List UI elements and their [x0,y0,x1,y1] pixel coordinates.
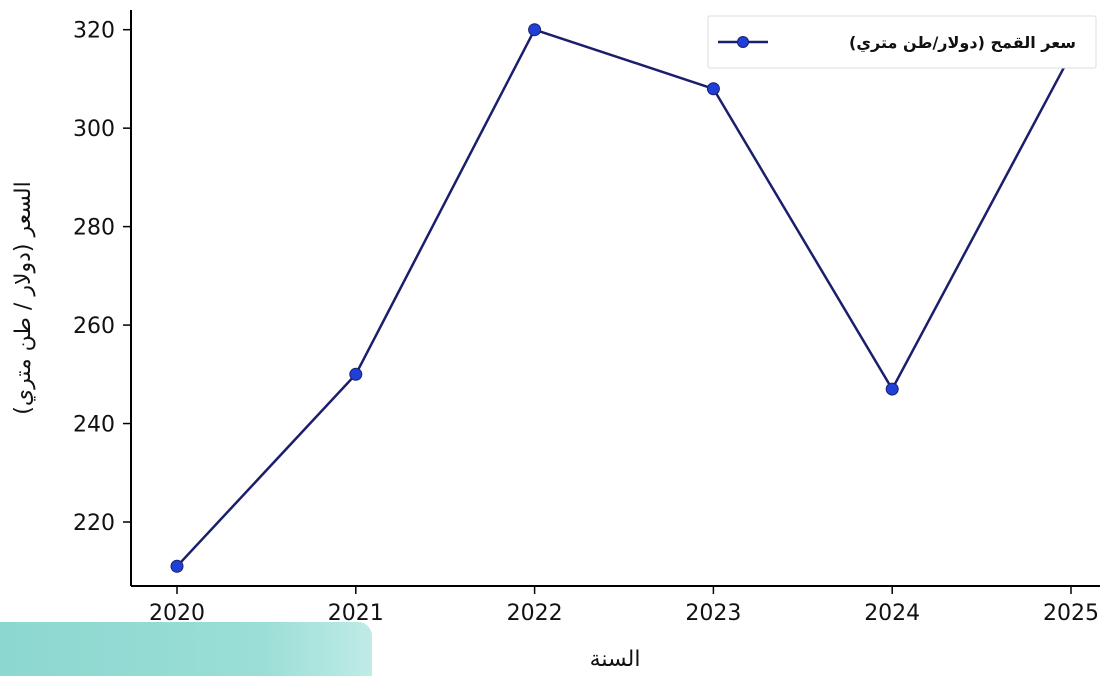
legend-label: سعر القمح (دولار/طن متري) [849,33,1076,53]
legend-marker-sample [737,36,749,48]
data-point [706,82,720,96]
y-tick-label: 240 [73,413,115,438]
series-layer [170,23,1078,573]
y-tick-label: 220 [73,511,115,536]
y-tick-label: 260 [73,314,115,339]
x-tick-label: 2022 [507,601,563,626]
x-ticks: 2020 2021 2022 2023 2024 2025 [149,586,1099,626]
x-axis-title: السنة [590,647,641,672]
y-tick-label: 280 [73,216,115,241]
y-axis-title: السعر (دولار / طن متري) [11,181,36,414]
y-tick-label: 320 [73,19,115,44]
axes [130,10,1100,587]
y-ticks: 220 240 260 280 300 320 [73,19,131,536]
legend-box [707,15,1097,69]
x-tick-label: 2025 [1043,601,1099,626]
data-point [528,23,542,37]
x-tick-label: 2020 [149,601,205,626]
series-line [176,28,1073,568]
legend: سعر القمح (دولار/طن متري) [707,15,1097,69]
x-tick-label: 2021 [328,601,384,626]
x-tick-label: 2023 [685,601,741,626]
data-point [170,559,184,573]
watermark-banner [0,622,372,676]
y-tick-label: 300 [73,117,115,142]
data-point [885,382,899,396]
data-point [349,367,363,381]
x-tick-label: 2024 [864,601,920,626]
